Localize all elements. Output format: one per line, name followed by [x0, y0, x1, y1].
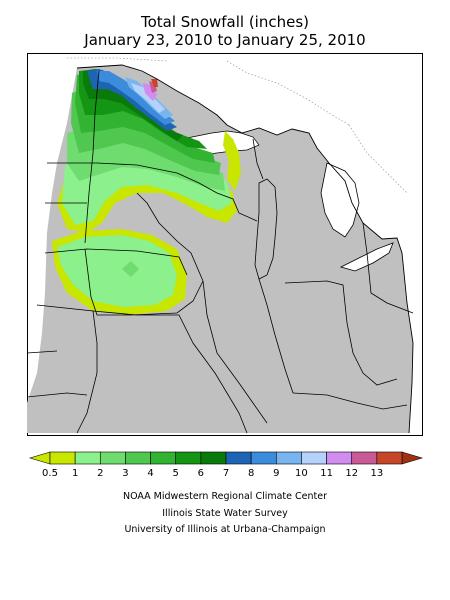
legend-label: 12 [345, 468, 358, 479]
legend-label: 1 [72, 468, 78, 479]
lake-michigan [254, 178, 278, 280]
legend-label: 3 [122, 468, 128, 479]
band-8 [97, 71, 175, 125]
legend-label: 0.5 [42, 468, 58, 479]
credit-mrcc: NOAA Midwestern Regional Climate Center [122, 491, 328, 502]
map-date-range: January 23, 2010 to January 25, 2010 [84, 31, 366, 49]
legend-swatch [99, 451, 126, 465]
legend-swatch [74, 451, 101, 465]
legend-swatch [250, 451, 277, 465]
legend-label: 4 [147, 468, 153, 479]
legend-swatch [376, 451, 403, 465]
legend-label: 13 [370, 468, 383, 479]
credit-isws: Illinois State Water Survey [162, 508, 288, 519]
legend-swatch [275, 451, 302, 465]
band-13 [151, 79, 158, 87]
legend-swatch [150, 451, 177, 465]
legend-swatch [49, 451, 76, 465]
legend-swatch [225, 451, 252, 465]
legend-label: 10 [295, 468, 308, 479]
canada-boundaries [67, 57, 408, 194]
band-10 [131, 83, 165, 113]
band-2-patch [122, 261, 139, 277]
band-0-5-east [223, 131, 241, 191]
legend-low-arrow [28, 451, 51, 465]
credit-uiuc: University of Illinois at Urbana-Champai… [124, 524, 326, 535]
legend-swatch [200, 451, 227, 465]
legend-label: 5 [173, 468, 179, 479]
lake-huron [320, 162, 360, 238]
legend-label: 7 [223, 468, 229, 479]
state-boundaries [27, 70, 414, 434]
color-legend: 0.5 1 2 3 4 5 6 7 8 9 10 11 12 13 [28, 451, 424, 479]
legend-swatch [351, 451, 378, 465]
band-11 [143, 83, 157, 101]
legend-label: 9 [273, 468, 279, 479]
region-outline [76, 64, 414, 434]
snowfall-shading [52, 69, 241, 315]
map-title: Total Snowfall (inches) [140, 13, 310, 31]
legend-label: 2 [97, 468, 103, 479]
legend-label: 11 [320, 468, 333, 479]
snowfall-map [27, 53, 423, 436]
legend-swatch [175, 451, 202, 465]
legend-swatch [301, 451, 327, 465]
band-1-southwest [57, 235, 177, 307]
legend-label: 8 [248, 468, 254, 479]
legend-swatch [125, 451, 151, 465]
legend-high-arrow [401, 451, 424, 465]
legend-swatch [326, 451, 353, 465]
legend-label: 6 [198, 468, 204, 479]
